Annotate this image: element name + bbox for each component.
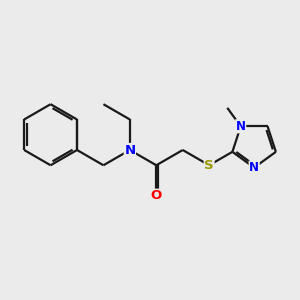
Text: S: S	[204, 159, 214, 172]
Text: N: N	[249, 161, 259, 174]
Text: O: O	[151, 189, 162, 202]
Text: N: N	[236, 120, 246, 133]
Text: N: N	[124, 143, 135, 157]
